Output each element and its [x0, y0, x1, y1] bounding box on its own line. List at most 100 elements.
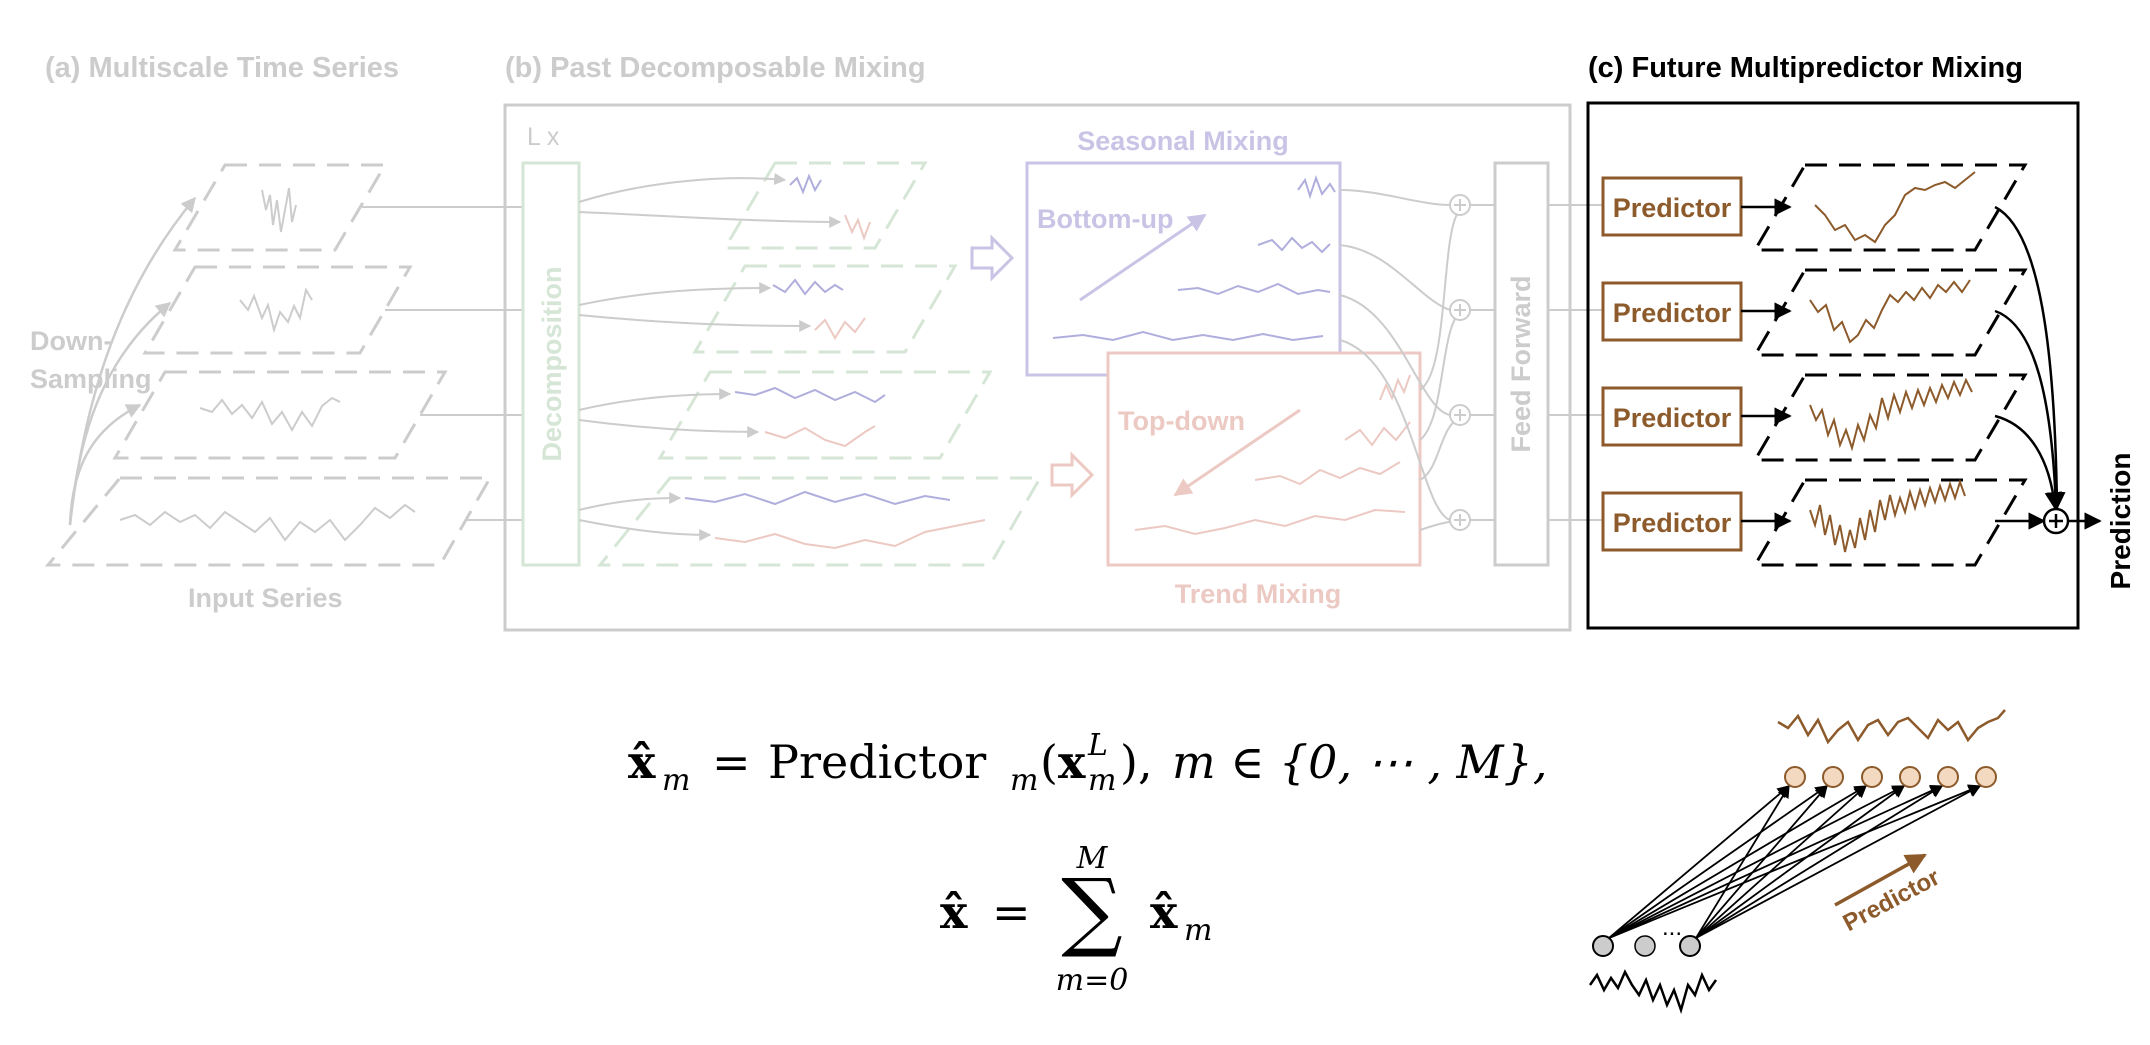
- eq2-equals: =: [992, 885, 1031, 939]
- eq1-lhs-sub: m: [662, 763, 690, 798]
- trend-mix-series-0: [1134, 508, 1406, 536]
- eq1-predictor: Predictor: [768, 735, 986, 789]
- equation-2: x̂ = M ∑ m=0 x̂ m: [940, 841, 1212, 998]
- connection-1-1: [1695, 785, 1828, 939]
- seasonal-series-2: [772, 278, 844, 296]
- decomp-arrow-s3: [578, 173, 787, 203]
- seasonal-mixing-label: Seasonal Mixing: [1077, 126, 1289, 156]
- sum-arrow-2: [1994, 309, 2065, 510]
- section-a-title: (a) Multiscale Time Series: [45, 52, 399, 84]
- decomposition-label: Decomposition: [537, 266, 567, 461]
- eq1-paren-close: ),: [1120, 735, 1153, 789]
- eq1-arg-sub: m: [1088, 763, 1116, 798]
- decomp-plane-2: [692, 264, 958, 354]
- eq1-equals: =: [712, 735, 751, 789]
- series-scale-1: [199, 396, 341, 433]
- trend-series-3: [844, 214, 871, 241]
- seasonal-flow-arrow: [970, 234, 1015, 282]
- mix-link-t3: [1419, 209, 1461, 391]
- connection-0-2: [1608, 785, 1868, 939]
- equation-1: x̂ m = Predictor m ( x L m ), m ∈ {0, ⋯ …: [628, 728, 1548, 798]
- feed-forward-label: Feed Forward: [1506, 275, 1536, 452]
- connection-0-5: [1608, 784, 1982, 939]
- eq2-sum-bottom: m=0: [1056, 963, 1129, 998]
- trend-series-1: [764, 425, 876, 448]
- eq1-arg-sup: L: [1087, 728, 1108, 763]
- scale-plane-0: [44, 476, 493, 567]
- downsample-arrow-1: [68, 403, 142, 526]
- seasonal-mix-series-3: [1297, 175, 1336, 200]
- output-node-2: [1861, 766, 1883, 788]
- output-node-1: [1822, 766, 1844, 788]
- mix-link-t2: [1419, 311, 1461, 441]
- trend-flow-arrow: [1050, 451, 1095, 499]
- predictor-label-2: Predictor: [1613, 298, 1732, 328]
- trend-mixing-block: [1106, 351, 1422, 567]
- input-node-2: [1634, 935, 1656, 957]
- trend-mix-series-3: [1379, 374, 1411, 401]
- section-b-title: (b) Past Decomposable Mixing: [505, 52, 926, 84]
- section-c-title: (c) Future Multipredictor Mixing: [1588, 52, 2023, 84]
- connection-1-0: [1695, 784, 1790, 939]
- scale-plane-2: [142, 265, 413, 355]
- eq1-lhs: x̂: [628, 735, 656, 789]
- decomp-arrow-t0: [578, 519, 712, 541]
- sum-arrow-3: [1994, 205, 2066, 510]
- decomp-arrow-t1: [578, 419, 760, 438]
- mix-link-s2: [1339, 244, 1451, 311]
- decomp-arrow-s1: [578, 388, 732, 411]
- down-sampling-label-2: Sampling: [30, 364, 152, 394]
- forecast-series-1: [1809, 377, 1973, 452]
- eq2-term: x̂: [1150, 885, 1178, 939]
- output-plane-0: [1752, 478, 2028, 567]
- predictor-block-2: Predictor: [1601, 281, 1743, 342]
- add-node-0: [1449, 509, 1471, 531]
- illustration-output-series: [1777, 709, 2006, 745]
- predictor-illustration: ... Predictor: [1588, 709, 2006, 1015]
- output-plane-2: [1752, 268, 2028, 357]
- seasonal-series-3: [789, 173, 822, 195]
- trend-mix-series-2: [1344, 421, 1411, 447]
- connection-1-2: [1695, 785, 1867, 939]
- add-node-1: [1449, 404, 1471, 426]
- output-node-3: [1899, 766, 1921, 788]
- mix-link-s1: [1339, 294, 1451, 416]
- output-node-5: [1975, 766, 1997, 788]
- down-sampling-label-1: Down-: [30, 326, 112, 356]
- fmm-block: [1586, 101, 2080, 630]
- eq1-condition: m ∈ {0, ⋯ , M},: [1172, 735, 1548, 789]
- decomp-plane-1: [657, 370, 993, 460]
- connection-1-3: [1695, 785, 1906, 939]
- connection-0-3: [1608, 785, 1906, 939]
- seasonal-series-0: [684, 490, 951, 506]
- multiscale-panel: Down- Sampling Input Series: [30, 163, 522, 613]
- illustration-ellipsis: ...: [1662, 914, 1682, 941]
- seasonal-series-1: [734, 386, 886, 404]
- add-node-2: [1449, 299, 1471, 321]
- seasonal-mix-series-0: [1052, 330, 1324, 342]
- trend-series-2: [814, 317, 866, 340]
- input-node-1: [1592, 935, 1614, 957]
- mix-link-t1: [1419, 417, 1461, 481]
- output-plane-3: [1752, 163, 2028, 252]
- eq2-sum-top: M: [1076, 841, 1109, 876]
- connection-1-5: [1695, 785, 1982, 939]
- predictor-block-3: Predictor: [1601, 176, 1743, 237]
- forecast-series-3: [1814, 171, 1976, 244]
- sum-node: [2042, 507, 2070, 535]
- connection-0-1: [1608, 785, 1829, 939]
- decomp-arrow-s2: [578, 282, 772, 306]
- prediction-label: Prediction: [2105, 453, 2136, 590]
- mix-link-s0: [1339, 339, 1451, 521]
- fmm-panel: Predictor Predictor Predictor Predictor: [1586, 101, 2136, 630]
- predictor-block-0: Predictor: [1601, 491, 1743, 552]
- seasonal-mix-series-2: [1257, 236, 1331, 254]
- output-plane-1: [1752, 373, 2028, 462]
- scale-plane-1: [112, 370, 448, 460]
- decomposition-block: [521, 161, 581, 567]
- decomp-arrow-t3: [578, 211, 842, 228]
- seasonal-mix-series-1: [1177, 282, 1331, 296]
- feed-forward-block: [1493, 161, 1550, 567]
- predictor-block-1: Predictor: [1601, 386, 1743, 447]
- decomp-arrow-s0: [578, 492, 682, 511]
